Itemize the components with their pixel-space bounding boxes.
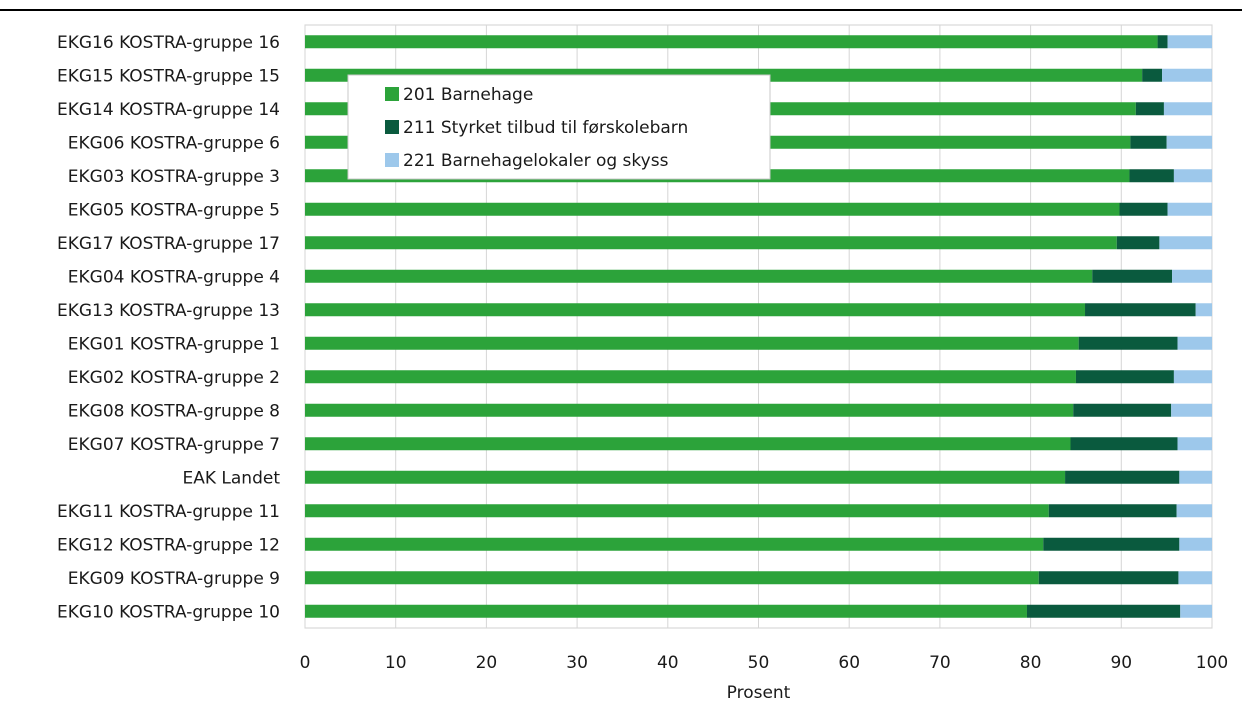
y-tick-label: EKG08 KOSTRA-gruppe 8 bbox=[68, 401, 280, 421]
x-axis-label: Prosent bbox=[727, 683, 791, 703]
legend-swatch-2 bbox=[385, 120, 399, 134]
bar-segment-3 bbox=[1171, 403, 1212, 417]
bar-segment-1 bbox=[305, 269, 1093, 283]
bar-segment-1 bbox=[305, 35, 1158, 49]
bar-segment-1 bbox=[305, 370, 1076, 384]
bar-segment-3 bbox=[1179, 537, 1212, 551]
bar-segment-1 bbox=[305, 470, 1066, 484]
bar-segment-3 bbox=[1180, 604, 1212, 618]
bar-segment-2 bbox=[1038, 571, 1179, 585]
x-tick-label-90: 90 bbox=[1110, 653, 1132, 673]
bar-segment-2 bbox=[1119, 202, 1168, 216]
bar-segment-1 bbox=[305, 336, 1079, 350]
bar-segment-1 bbox=[305, 403, 1074, 417]
x-tick-label-80: 80 bbox=[1020, 653, 1042, 673]
y-tick-label: EKG16 KOSTRA-gruppe 16 bbox=[57, 33, 280, 53]
bar-segment-2 bbox=[1142, 68, 1163, 82]
y-tick-label: EKG01 KOSTRA-gruppe 1 bbox=[68, 334, 280, 354]
y-tick-label: EKG09 KOSTRA-gruppe 9 bbox=[68, 569, 280, 589]
y-tick-label: EKG12 KOSTRA-gruppe 12 bbox=[57, 535, 280, 555]
y-tick-label: EKG03 KOSTRA-gruppe 3 bbox=[68, 167, 280, 187]
legend-label-2: 211 Styrket tilbud til førskolebarn bbox=[403, 118, 688, 138]
bar-segment-3 bbox=[1159, 236, 1212, 250]
bar-segment-2 bbox=[1043, 537, 1180, 551]
bar-segment-2 bbox=[1157, 35, 1168, 49]
y-tick-label: EKG17 KOSTRA-gruppe 17 bbox=[57, 234, 280, 254]
bar-segment-2 bbox=[1078, 336, 1178, 350]
bar-segment-3 bbox=[1178, 571, 1212, 585]
y-tick-label: EKG15 KOSTRA-gruppe 15 bbox=[57, 66, 280, 86]
bar-segment-2 bbox=[1026, 604, 1181, 618]
bar-segment-3 bbox=[1195, 303, 1212, 317]
bar-segment-1 bbox=[305, 537, 1044, 551]
y-tick-label: EKG07 KOSTRA-gruppe 7 bbox=[68, 435, 280, 455]
bar-segment-2 bbox=[1065, 470, 1180, 484]
bar-segment-2 bbox=[1130, 135, 1167, 149]
bar-segment-3 bbox=[1163, 102, 1212, 116]
x-tick-label-70: 70 bbox=[929, 653, 951, 673]
bar-segment-2 bbox=[1073, 403, 1172, 417]
bar-segment-3 bbox=[1167, 202, 1212, 216]
bar-segment-1 bbox=[305, 303, 1086, 317]
bar-segment-1 bbox=[305, 236, 1117, 250]
bar-segment-2 bbox=[1048, 504, 1177, 518]
x-tick-label-0: 0 bbox=[300, 653, 311, 673]
legend-swatch-1 bbox=[385, 87, 399, 101]
bar-segment-2 bbox=[1075, 370, 1174, 384]
y-tick-label: EKG02 KOSTRA-gruppe 2 bbox=[68, 368, 280, 388]
legend-swatch-3 bbox=[385, 153, 399, 167]
y-tick-label: EKG14 KOSTRA-gruppe 14 bbox=[57, 100, 280, 120]
y-tick-label: EKG13 KOSTRA-gruppe 13 bbox=[57, 301, 280, 321]
bar-segment-1 bbox=[305, 571, 1039, 585]
legend-label-3: 221 Barnehagelokaler og skyss bbox=[403, 151, 669, 171]
bar-segment-1 bbox=[305, 202, 1120, 216]
bar-segment-3 bbox=[1176, 504, 1212, 518]
bar-segment-3 bbox=[1166, 135, 1212, 149]
bar-segment-2 bbox=[1116, 236, 1160, 250]
y-tick-label: EKG05 KOSTRA-gruppe 5 bbox=[68, 200, 280, 220]
bar-segment-1 bbox=[305, 437, 1071, 451]
x-tick-label-10: 10 bbox=[385, 653, 407, 673]
bar-segment-3 bbox=[1172, 269, 1212, 283]
bar-segment-2 bbox=[1085, 303, 1196, 317]
bar-segment-2 bbox=[1129, 169, 1174, 183]
y-tick-label: EKG06 KOSTRA-gruppe 6 bbox=[68, 133, 280, 153]
x-tick-label-50: 50 bbox=[748, 653, 770, 673]
bar-segment-2 bbox=[1070, 437, 1178, 451]
x-tick-label-40: 40 bbox=[657, 653, 679, 673]
top-rule-line bbox=[0, 9, 1242, 11]
bar-segment-2 bbox=[1092, 269, 1173, 283]
bar-segment-1 bbox=[305, 504, 1049, 518]
bar-segment-3 bbox=[1162, 68, 1212, 82]
x-tick-label-30: 30 bbox=[566, 653, 588, 673]
x-tick-label-60: 60 bbox=[838, 653, 860, 673]
bar-segment-3 bbox=[1179, 470, 1212, 484]
x-tick-label-100: 100 bbox=[1196, 653, 1228, 673]
y-tick-label: EKG11 KOSTRA-gruppe 11 bbox=[57, 502, 280, 522]
legend-label-1: 201 Barnehage bbox=[403, 85, 533, 105]
y-tick-label: EKG04 KOSTRA-gruppe 4 bbox=[68, 267, 280, 287]
bar-segment-1 bbox=[305, 604, 1027, 618]
y-tick-label: EAK Landet bbox=[182, 468, 280, 488]
legend-box bbox=[347, 74, 771, 180]
bar-segment-3 bbox=[1177, 437, 1212, 451]
bar-segment-3 bbox=[1173, 169, 1212, 183]
bar-segment-3 bbox=[1173, 370, 1212, 384]
x-tick-label-20: 20 bbox=[476, 653, 498, 673]
bar-segment-2 bbox=[1135, 102, 1164, 116]
y-tick-label: EKG10 KOSTRA-gruppe 10 bbox=[57, 602, 280, 622]
bar-segment-3 bbox=[1177, 336, 1212, 350]
bar-segment-3 bbox=[1167, 35, 1212, 49]
